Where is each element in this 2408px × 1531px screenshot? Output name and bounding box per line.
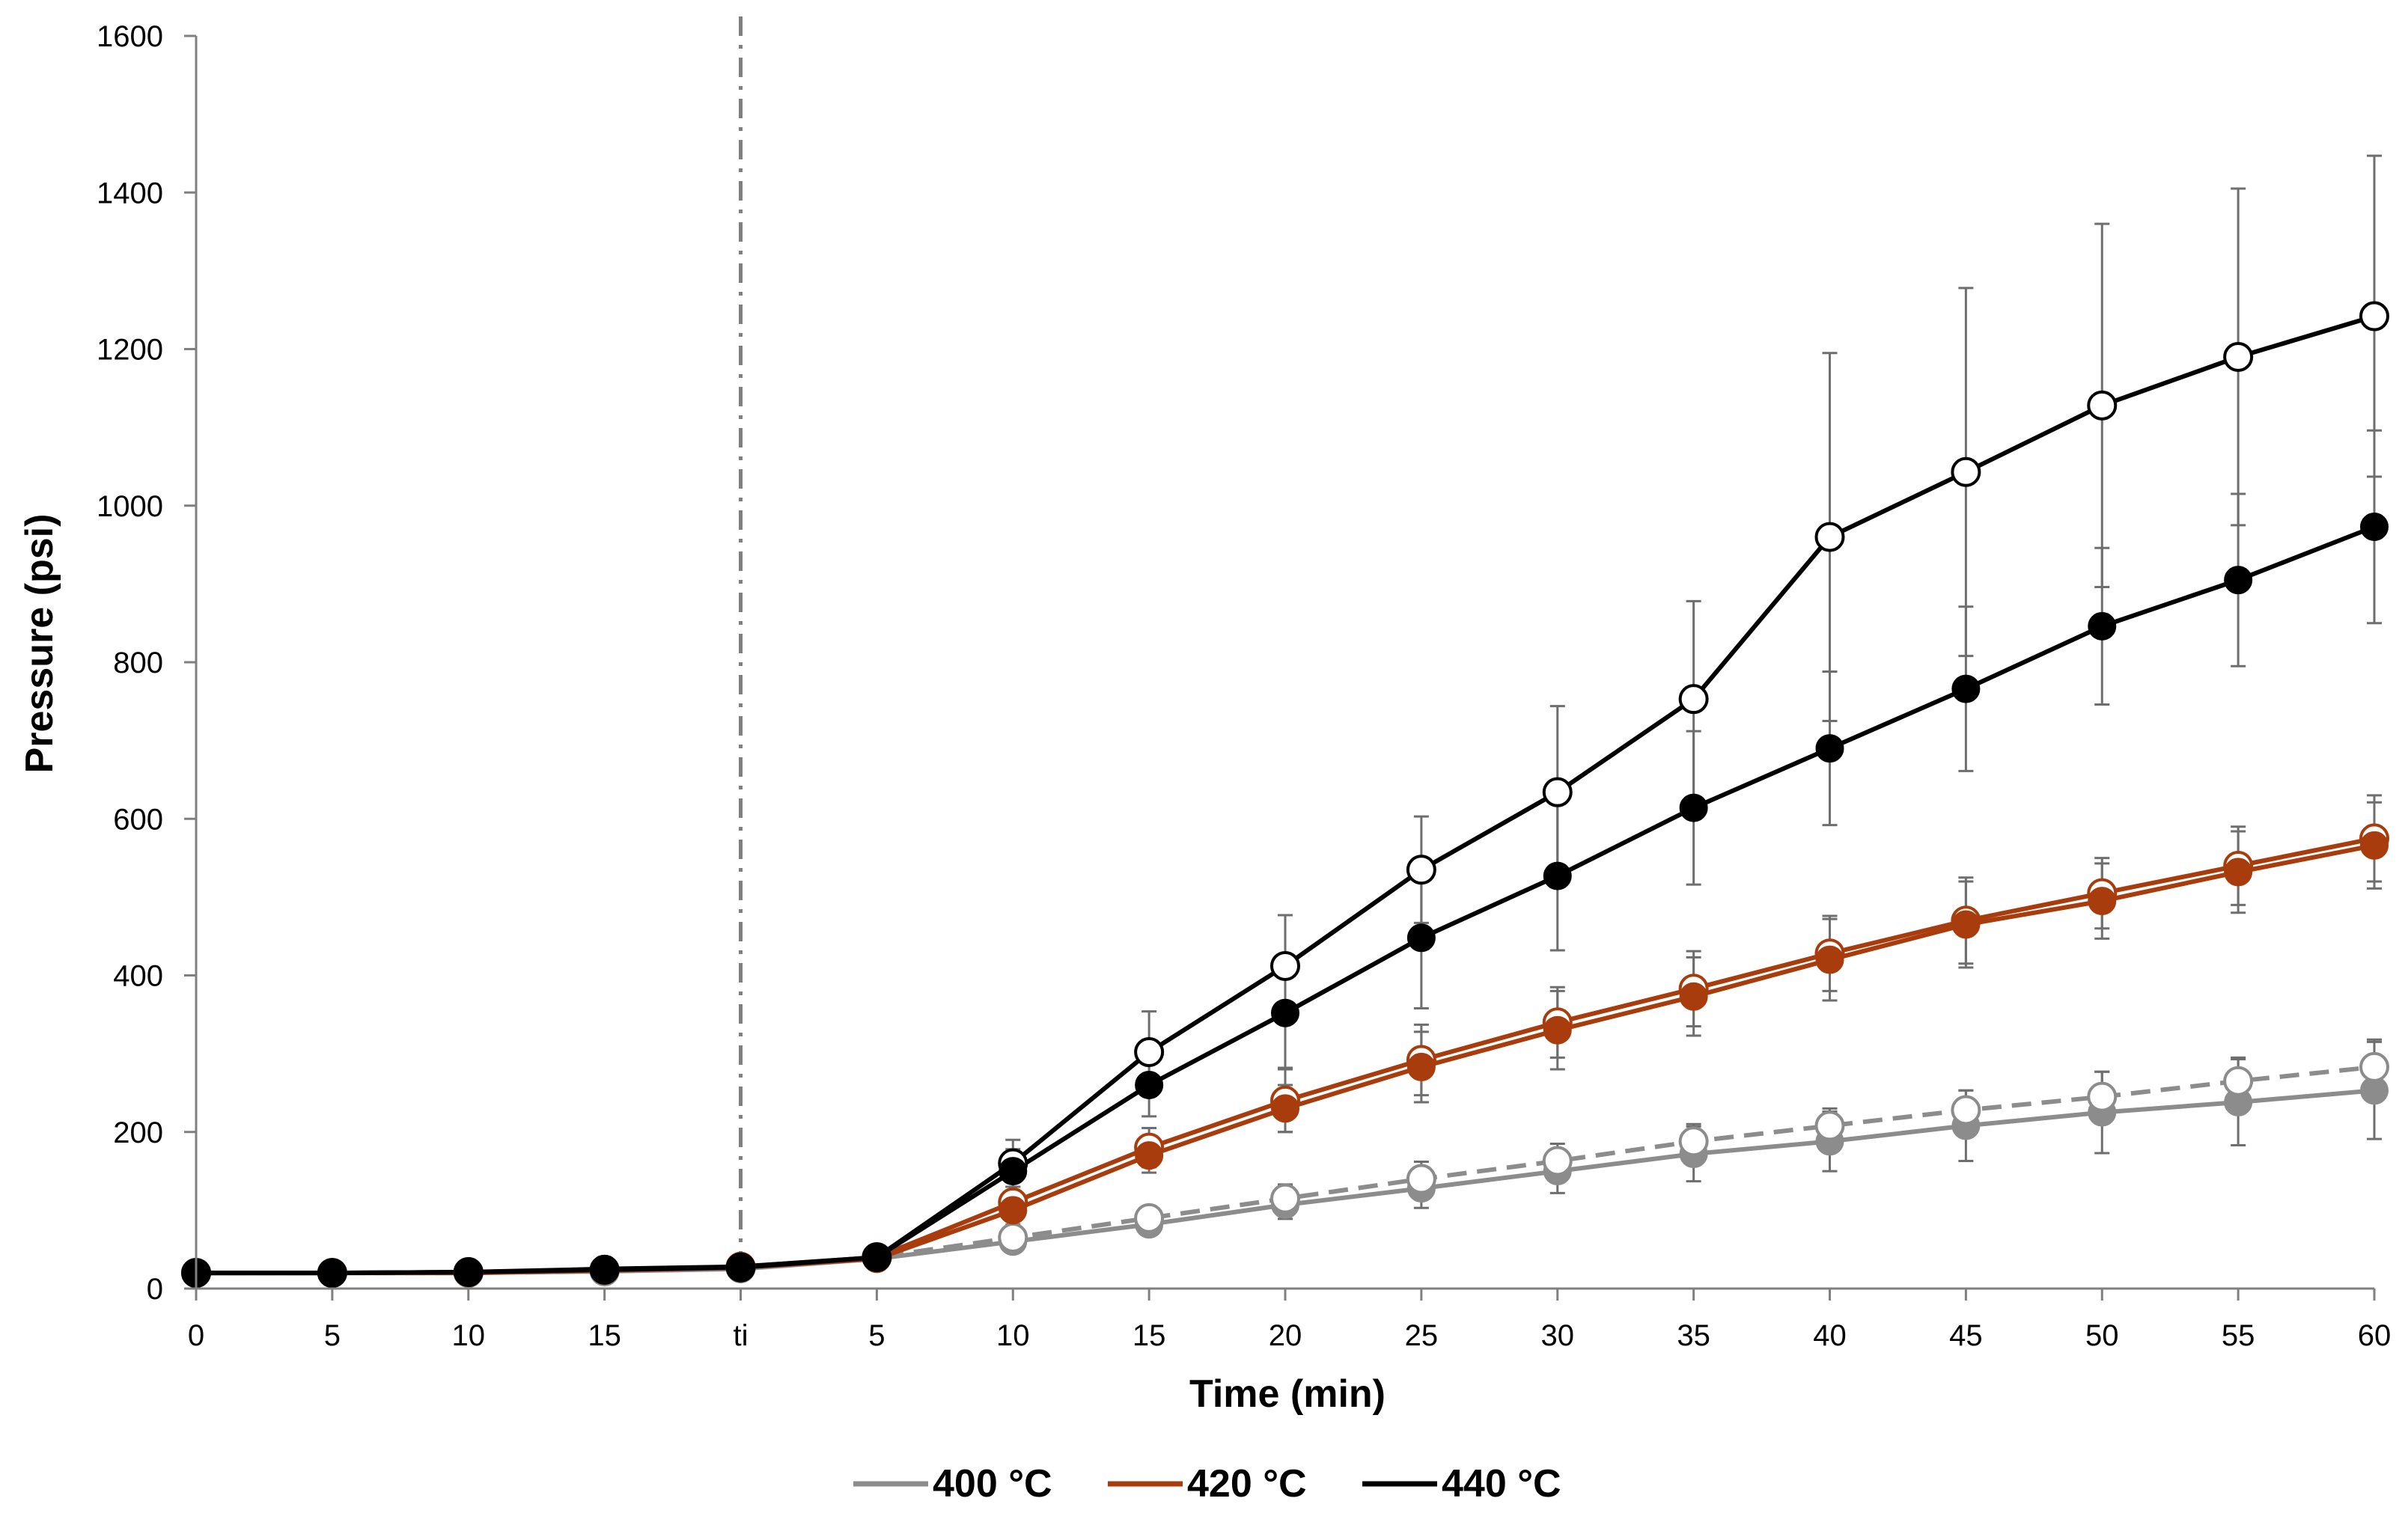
x-axis-title: Time (min) xyxy=(1189,1372,1386,1416)
data-point xyxy=(1815,945,1844,974)
data-point xyxy=(1814,1110,1845,1141)
data-point xyxy=(999,1196,1028,1225)
y-tick-label: 600 xyxy=(113,803,163,836)
data-point xyxy=(999,1157,1028,1186)
data-point xyxy=(1678,684,1709,715)
data-point xyxy=(1542,1146,1573,1176)
legend-label: 400 °C xyxy=(933,1462,1052,1506)
data-point xyxy=(1270,950,1300,981)
y-axis-title: Pressure (psi) xyxy=(18,514,61,774)
legend: 400 °C 420 °C 440 °C xyxy=(853,1462,1561,1506)
data-point xyxy=(2087,1081,2118,1112)
data-point xyxy=(998,1222,1028,1253)
y-ticks: 0 200 400 600 800 1000 1200 1400 1600 xyxy=(97,20,196,1306)
data-point xyxy=(1951,674,1981,703)
x-tick-label: 35 xyxy=(1677,1319,1710,1352)
x-tick-label: 5 xyxy=(868,1319,885,1352)
data-point xyxy=(1679,793,1708,822)
data-point xyxy=(726,1252,755,1281)
data-point xyxy=(2359,1051,2389,1082)
x-tick-label: ti xyxy=(734,1319,749,1352)
x-tick-label: 55 xyxy=(2222,1319,2255,1352)
y-tick-label: 400 xyxy=(113,960,163,993)
legend-label: 420 °C xyxy=(1187,1462,1307,1506)
data-point xyxy=(2360,512,2389,541)
data-point xyxy=(1951,910,1981,939)
data-point xyxy=(1406,855,1436,885)
data-point xyxy=(1814,522,1845,552)
data-point xyxy=(1135,1070,1164,1099)
data-point xyxy=(2223,1066,2254,1096)
x-tick-label: 30 xyxy=(1541,1319,1575,1352)
data-point xyxy=(317,1259,347,1288)
y-tick-label: 1200 xyxy=(97,334,163,367)
data-point xyxy=(1678,1126,1709,1157)
data-point xyxy=(1271,1094,1299,1123)
y-tick-label: 0 xyxy=(147,1273,163,1306)
x-tick-label: 60 xyxy=(2358,1319,2392,1352)
data-point xyxy=(1543,1015,1572,1045)
y-axis: 0 200 400 600 800 1000 1200 1400 1600 xyxy=(97,20,198,1306)
y-tick-label: 800 xyxy=(113,647,163,679)
data-point xyxy=(2224,858,2253,887)
x-tick-label: 25 xyxy=(1405,1319,1439,1352)
x-tick-label: 5 xyxy=(324,1319,341,1352)
data-point xyxy=(1406,923,1436,953)
series-markers xyxy=(181,301,2389,1289)
data-point xyxy=(1543,861,1572,890)
data-point xyxy=(1951,456,1981,487)
legend-label: 440 °C xyxy=(1442,1462,1561,1506)
series-line xyxy=(196,525,2376,1276)
x-tick-label: 15 xyxy=(1133,1319,1166,1352)
data-point xyxy=(1271,998,1299,1027)
y-tick-label: 1000 xyxy=(97,490,163,523)
data-point xyxy=(1815,734,1844,763)
data-point xyxy=(862,1243,891,1272)
x-tick-label: 20 xyxy=(1269,1319,1302,1352)
x-tick-label: 15 xyxy=(588,1319,621,1352)
data-point xyxy=(1542,777,1573,807)
data-point xyxy=(2359,301,2389,331)
x-tick-label: 45 xyxy=(1949,1319,1983,1352)
data-point xyxy=(1134,1037,1165,1068)
data-point xyxy=(1951,1095,1981,1125)
y-tick-label: 1600 xyxy=(97,20,163,53)
x-axis: 0 5 10 15 ti 5 10 15 20 25 30 35 40 45 50 55 60 xyxy=(188,1287,2391,1352)
data-point xyxy=(454,1258,483,1287)
data-point xyxy=(1406,1164,1436,1194)
x-ticks: 0 5 10 15 ti 5 10 15 20 25 30 35 40 45 50 55 60 xyxy=(188,1289,2391,1352)
data-point xyxy=(1406,1052,1436,1081)
data-point xyxy=(1134,1203,1165,1233)
data-point xyxy=(2224,566,2253,595)
y-tick-label: 1400 xyxy=(97,177,163,210)
data-point xyxy=(2088,887,2117,916)
x-tick-label: 10 xyxy=(452,1319,486,1352)
data-point xyxy=(2360,831,2389,860)
data-point xyxy=(2088,611,2117,641)
data-point xyxy=(2087,390,2118,421)
data-point xyxy=(1679,982,1708,1011)
plot-area xyxy=(181,16,2389,1289)
y-tick-label: 200 xyxy=(113,1116,163,1149)
x-tick-label: 50 xyxy=(2085,1319,2119,1352)
x-tick-label: 0 xyxy=(188,1319,204,1352)
data-point xyxy=(2223,341,2254,372)
data-point xyxy=(590,1254,619,1283)
x-tick-label: 10 xyxy=(996,1319,1030,1352)
x-tick-label: 40 xyxy=(1813,1319,1847,1352)
data-point xyxy=(1270,1183,1300,1214)
data-point xyxy=(1135,1141,1164,1170)
